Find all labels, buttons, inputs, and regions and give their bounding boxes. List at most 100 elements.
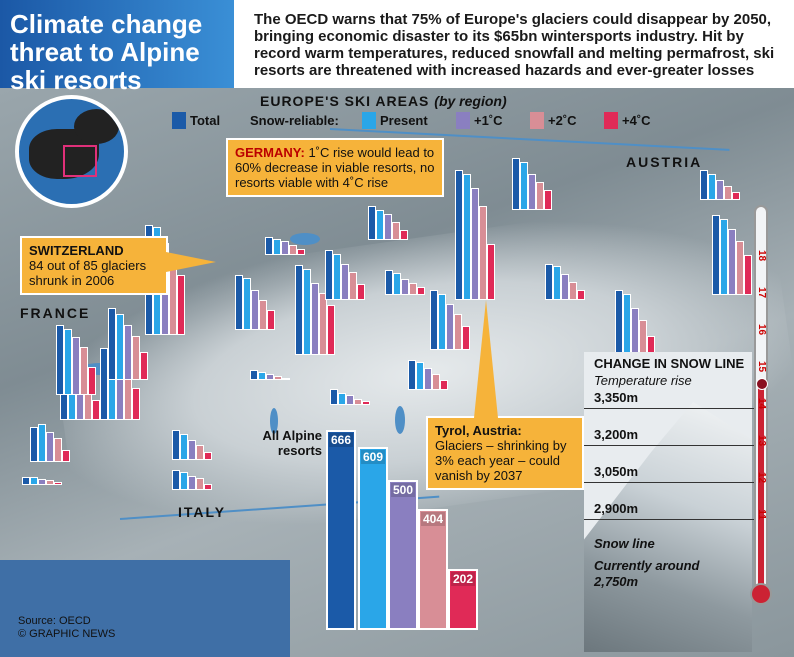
region-bar-total — [700, 170, 708, 200]
region-bar-plus1 — [341, 264, 349, 300]
region-bar-plus2 — [54, 438, 62, 462]
region-bar-plus4 — [544, 190, 552, 210]
region-bar-plus4 — [744, 255, 752, 295]
region-bar-plus2 — [392, 222, 400, 240]
region-bar-group — [615, 230, 655, 360]
region-bar-group — [700, 70, 740, 200]
region-bar-plus2 — [569, 282, 577, 300]
snow-line-panel: CHANGE IN SNOW LINE Temperature rise 3,3… — [584, 352, 754, 652]
region-bar-group — [22, 355, 62, 485]
region-bar-plus2 — [132, 336, 140, 380]
level-line — [584, 445, 754, 446]
region-bar-plus1 — [471, 188, 479, 300]
legend-subtitle: (by region) — [434, 93, 507, 109]
locator-globe — [15, 95, 128, 208]
region-bar-plus4 — [92, 400, 100, 420]
region-bar-plus4 — [282, 378, 290, 380]
callout-tyrol-title: Tyrol, Austria: — [435, 423, 522, 438]
region-bar-plus1 — [281, 241, 289, 255]
region-bar-plus2 — [354, 399, 362, 405]
region-bar-plus1 — [384, 214, 392, 240]
region-bar-present — [708, 174, 716, 200]
region-bar-plus4 — [140, 352, 148, 380]
region-bar-plus1 — [266, 374, 274, 380]
region-bar-group — [330, 275, 370, 405]
region-bar-present — [520, 162, 528, 210]
region-bar-plus2 — [259, 300, 267, 330]
region-bar-present — [273, 239, 281, 255]
thermometer-tick: 17 — [756, 286, 768, 299]
legend-swatch-plus4 — [604, 112, 618, 129]
region-bar-total — [30, 427, 38, 462]
region-bar-plus2 — [409, 283, 417, 295]
callout-switzerland-pointer — [166, 252, 216, 272]
region-bar-plus2 — [454, 314, 462, 350]
globe-focus-box — [63, 145, 97, 177]
callout-tyrol: Tyrol, Austria: Glaciers – shrinking by … — [426, 416, 584, 490]
region-bar-total — [250, 370, 258, 380]
callout-tyrol-text: Glaciers – shrinking by 3% each year – c… — [435, 438, 567, 483]
alpine-value-plus2: 404 — [421, 511, 446, 526]
level-line — [584, 482, 754, 483]
region-bar-plus1 — [716, 180, 724, 200]
region-bar-plus4 — [267, 310, 275, 330]
callout-germany: GERMANY: 1˚C rise would lead to 60% decr… — [226, 138, 444, 197]
region-bar-total — [325, 250, 333, 300]
thermometer-tick: 16 — [756, 323, 768, 336]
callout-switzerland-text: 84 out of 85 glaciers shrunk in 2006 — [29, 258, 147, 288]
mediterranean-sea — [0, 560, 290, 657]
alpine-totals-label-text: All Alpine resorts — [262, 428, 322, 458]
region-bar-group — [265, 125, 305, 255]
snow-line-title: CHANGE IN SNOW LINE — [594, 356, 745, 371]
region-bar-present — [416, 362, 424, 390]
region-bar-group — [250, 250, 290, 380]
region-bar-group — [430, 220, 470, 350]
thermometer-tick: 11 — [755, 509, 767, 520]
region-bar-group — [172, 360, 212, 490]
region-bar-present — [116, 314, 124, 380]
region-bar-group — [108, 250, 148, 380]
level-line — [584, 408, 754, 409]
region-bar-plus4 — [462, 326, 470, 350]
level-3200: 3,200m — [594, 427, 639, 442]
callout-germany-text: 1˚C rise would lead to 60% decrease in v… — [235, 145, 435, 190]
callout-switzerland: SWITZERLAND 84 out of 85 glaciers shrunk… — [20, 236, 168, 295]
thermometer: 18 17 16 15 14 13 12 11 — [750, 205, 772, 635]
region-bar-plus4 — [487, 244, 495, 300]
region-bar-present — [338, 393, 346, 405]
alpine-value-present: 609 — [361, 450, 386, 465]
region-bar-present — [180, 472, 188, 490]
region-bar-present — [720, 219, 728, 295]
region-bar-plus1 — [72, 337, 80, 395]
region-bar-total — [712, 215, 720, 295]
source-credit: Source: OECD © GRAPHIC NEWS — [18, 615, 115, 641]
region-bar-total — [22, 477, 30, 485]
region-bar-total — [545, 264, 553, 300]
label-italy: ITALY — [178, 504, 227, 520]
region-bar-plus4 — [88, 367, 96, 395]
region-bar-total — [455, 170, 463, 300]
snow-line-label: Snow line — [594, 536, 655, 551]
source-line: Source: OECD — [18, 615, 91, 627]
thermometer-tick: 15 — [756, 360, 768, 373]
headline-box: Climate change threat to Alpine ski reso… — [0, 0, 234, 94]
region-bar-plus4 — [400, 230, 408, 240]
region-bar-plus4 — [732, 192, 740, 200]
region-bar-plus1 — [46, 432, 54, 462]
region-bar-plus2 — [46, 480, 54, 485]
alpine-bar-plus4 — [448, 569, 478, 630]
lake-maggiore — [270, 408, 278, 434]
legend-swatch-plus2 — [530, 112, 544, 129]
region-bar-plus2 — [274, 376, 282, 380]
alpine-bar-total — [326, 430, 356, 630]
region-bar-present — [376, 210, 384, 240]
region-bar-plus1 — [728, 229, 736, 295]
region-bar-plus1 — [188, 476, 196, 490]
region-bar-plus4 — [297, 249, 305, 255]
region-bar-group — [455, 170, 495, 300]
current-value: 2,750m — [594, 574, 639, 589]
alpine-value-plus1: 500 — [391, 482, 416, 497]
region-bar-group — [512, 80, 552, 210]
region-bar-group — [56, 265, 96, 395]
region-bar-total — [430, 290, 438, 350]
